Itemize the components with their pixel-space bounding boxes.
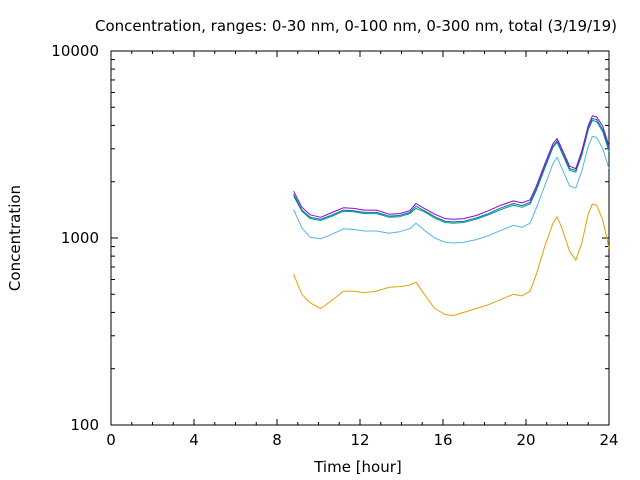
series-layer — [293, 115, 610, 316]
series-line — [293, 115, 610, 220]
y-tick-label: 10000 — [51, 42, 99, 60]
x-tick-label: 16 — [433, 431, 452, 449]
series-line — [293, 203, 610, 316]
axes: 0 4 8 12 16 20 24 100 1000 10000 — [51, 42, 618, 449]
x-tick-label: 20 — [516, 431, 535, 449]
x-axis-label: Time [hour] — [313, 458, 402, 476]
x-tick-label: 0 — [106, 431, 116, 449]
x-tick-label: 8 — [272, 431, 282, 449]
y-axis-label: Concentration — [6, 185, 24, 291]
series-line — [293, 120, 610, 224]
x-tick-label: 24 — [599, 431, 618, 449]
x-tick-label: 12 — [350, 431, 369, 449]
y-tick-label: 100 — [70, 416, 99, 434]
y-tick-label: 1000 — [61, 229, 99, 247]
x-tick-label: 4 — [189, 431, 199, 449]
chart-title: Concentration, ranges: 0-30 nm, 0-100 nm… — [95, 17, 617, 35]
series-line — [293, 118, 610, 223]
series-line — [293, 135, 610, 244]
